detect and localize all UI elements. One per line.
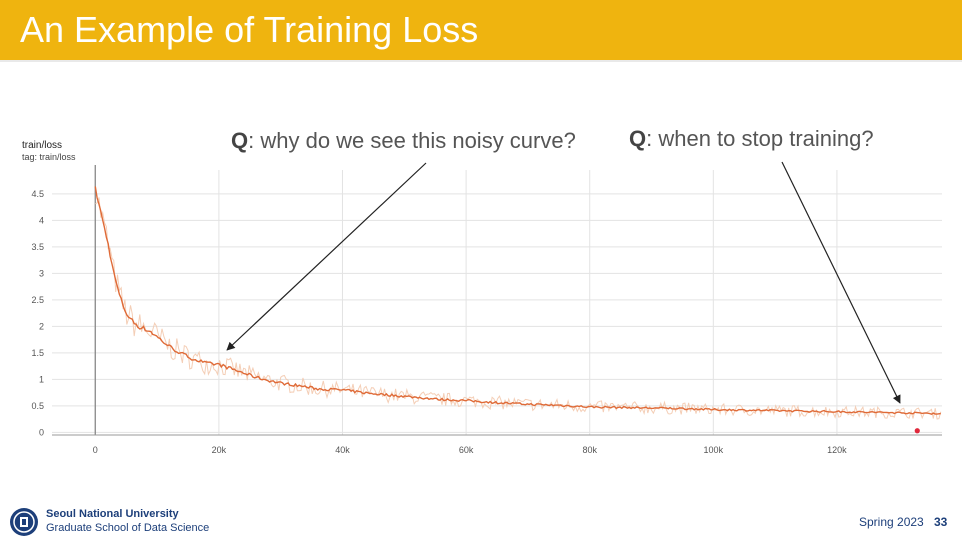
raw-loss-series bbox=[95, 197, 942, 420]
question-1-prefix: Q bbox=[231, 128, 249, 153]
arrow-to-plateau bbox=[781, 161, 901, 404]
chart-subtitle: tag: train/loss bbox=[22, 152, 76, 162]
header-divider bbox=[0, 60, 962, 62]
chart-title: train/loss bbox=[22, 140, 63, 151]
y-tick-label: 1.5 bbox=[31, 348, 44, 358]
y-tick-label: 2.5 bbox=[31, 295, 44, 305]
x-tick-label: 80k bbox=[582, 445, 597, 455]
x-tick-label: 60k bbox=[459, 445, 474, 455]
slide-title: An Example of Training Loss bbox=[20, 9, 479, 50]
smoothed-loss-line bbox=[94, 186, 941, 415]
x-tick-label: 40k bbox=[335, 445, 350, 455]
university-seal-icon bbox=[10, 508, 38, 536]
y-tick-label: 4.5 bbox=[31, 189, 44, 199]
x-tick-label: 100k bbox=[704, 445, 724, 455]
arrow-to-noisy-curve bbox=[226, 162, 427, 351]
chart-grid bbox=[52, 165, 942, 436]
slide-header bbox=[0, 0, 962, 60]
question-noisy-curve: Q: why do we see this noisy curve? bbox=[231, 128, 576, 154]
question-2-prefix: Q bbox=[629, 126, 647, 151]
school-name: Graduate School of Data Science bbox=[46, 522, 210, 534]
current-step-dot bbox=[914, 428, 920, 434]
y-tick-label: 1 bbox=[39, 374, 44, 384]
smoothed-loss-series bbox=[94, 186, 941, 415]
y-tick-label: 0 bbox=[39, 427, 44, 437]
question-stop-training: Q: when to stop training? bbox=[629, 126, 874, 152]
chart-marker bbox=[914, 428, 920, 434]
raw-loss-line bbox=[95, 197, 942, 420]
question-2-text: : when to stop training? bbox=[646, 126, 874, 151]
y-tick-label: 4 bbox=[39, 215, 44, 225]
chart-ticks: 0 0.5 1 1.5 2 2.5 3 3.5 4 4.5 0 20k 40k 60k 80k 100k 120… bbox=[31, 189, 847, 455]
term-label: Spring 2023 bbox=[859, 515, 924, 529]
x-tick-label: 20k bbox=[212, 445, 227, 455]
x-tick-label: 0 bbox=[93, 445, 98, 455]
y-tick-label: 0.5 bbox=[31, 401, 44, 411]
university-name: Seoul National University bbox=[46, 508, 179, 520]
question-1-text: : why do we see this noisy curve? bbox=[248, 128, 576, 153]
y-tick-label: 2 bbox=[39, 321, 44, 331]
y-tick-label: 3.5 bbox=[31, 242, 44, 252]
y-tick-label: 3 bbox=[39, 268, 44, 278]
x-tick-label: 120k bbox=[827, 445, 847, 455]
page-number: 33 bbox=[934, 515, 948, 529]
